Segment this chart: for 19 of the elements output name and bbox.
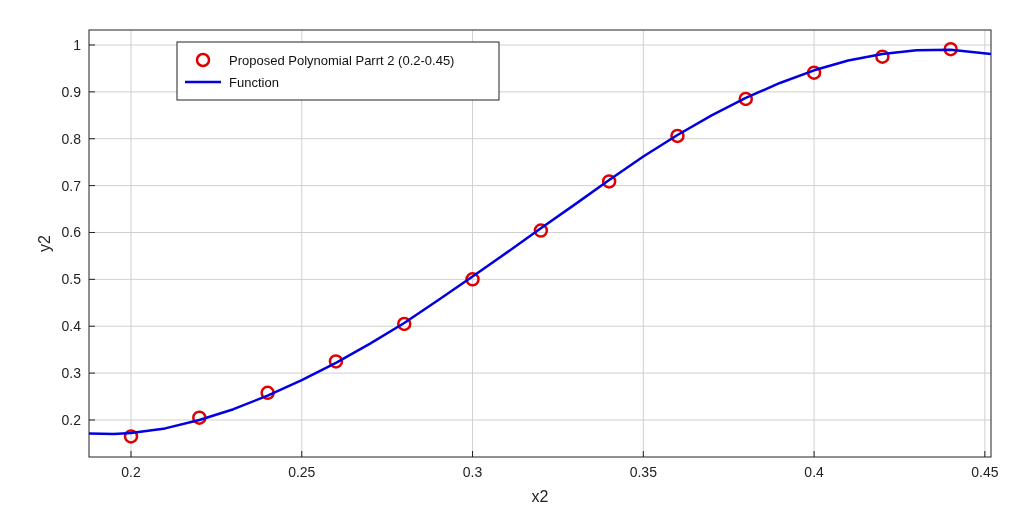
x-tick-label: 0.35 — [629, 464, 658, 480]
y-tick-label: 1 — [73, 37, 82, 53]
y-tick-label: 0.2 — [61, 411, 82, 428]
y-axis-title: y2 — [36, 234, 53, 252]
y-tick-label: 0.6 — [61, 224, 82, 241]
x-tick-label: 0.4 — [804, 464, 825, 480]
y-tick-label: 0.4 — [61, 318, 82, 335]
y-tick-label: 0.9 — [61, 83, 82, 100]
y-tick-label: 0.5 — [61, 271, 82, 288]
x-tick-label: 0.2 — [121, 464, 141, 480]
y-tick-label: 0.8 — [61, 130, 82, 147]
legend-label: Proposed Polynomial Parrt 2 (0.2-0.45) — [229, 53, 455, 68]
y-tick-label: 0.3 — [61, 365, 82, 382]
x-axis-title: x2 — [531, 488, 549, 505]
x-tick-label: 0.25 — [288, 464, 316, 480]
x-tick-label: 0.45 — [971, 464, 999, 480]
y-tick-label: 0.7 — [61, 177, 82, 194]
x-tick-label: 0.3 — [462, 464, 483, 480]
legend-label: Function — [229, 75, 279, 90]
